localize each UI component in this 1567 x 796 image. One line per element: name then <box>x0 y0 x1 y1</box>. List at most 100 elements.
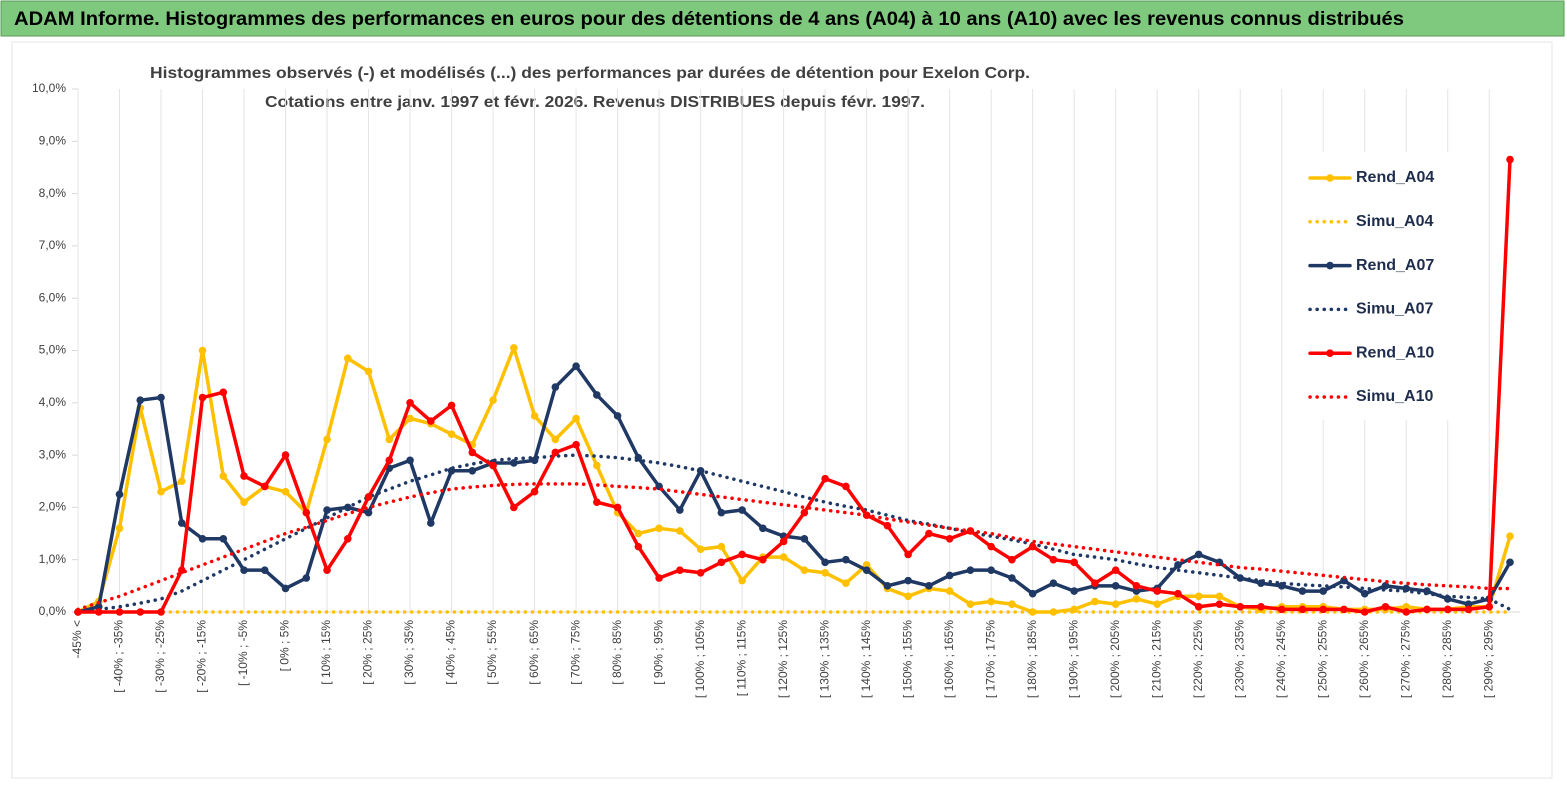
x-tick-label: [ 160% ; 165% <box>942 620 956 698</box>
series-marker <box>323 435 331 444</box>
series-marker <box>447 430 456 438</box>
series-marker <box>966 566 975 574</box>
x-tick-label: [ 30% ; 35% <box>402 620 416 685</box>
series-marker <box>406 414 414 423</box>
legend-label: Rend_A10 <box>1356 344 1434 361</box>
series-marker <box>1132 595 1141 603</box>
series-marker <box>800 534 809 543</box>
series-marker <box>1423 605 1431 614</box>
legend-label: Rend_A07 <box>1356 257 1434 274</box>
series-marker <box>198 393 207 402</box>
x-tick-label: [ 10% ; 15% <box>319 620 333 685</box>
series-marker <box>738 576 746 585</box>
series-marker <box>759 555 767 564</box>
x-tick-label: [ -30% ; -25% <box>153 620 167 693</box>
series-marker <box>738 506 746 514</box>
series-marker <box>240 566 248 574</box>
series-marker <box>177 519 186 527</box>
series-marker <box>717 558 726 567</box>
series-marker <box>1049 579 1058 588</box>
series-marker <box>1008 600 1016 608</box>
series-marker <box>510 459 518 467</box>
x-tick-label: [ 140% ; 145% <box>859 620 873 698</box>
series-marker <box>676 566 684 574</box>
series-marker <box>1070 558 1078 567</box>
series-marker <box>1091 579 1099 588</box>
series-marker <box>281 451 290 459</box>
series-marker <box>281 584 290 593</box>
x-tick-label: [ -20% ; -15% <box>195 620 209 693</box>
series-marker <box>219 388 228 397</box>
series-marker <box>157 608 165 616</box>
series-marker <box>136 396 145 404</box>
series-marker <box>1028 589 1037 598</box>
legend: Rend_A04 Simu_A04 Rend_A07 Simu_A07 Rend_A10… <box>1308 169 1434 405</box>
series-marker <box>1174 561 1182 569</box>
series-marker <box>1485 602 1494 611</box>
chart-title: Histogrammes observés (-) et modélisés (… <box>150 65 1030 82</box>
series-marker <box>1008 555 1016 564</box>
chart-frame <box>11 41 1553 779</box>
series-marker <box>1028 542 1037 551</box>
series-marker <box>94 608 103 616</box>
legend-label: Simu_A04 <box>1356 213 1433 230</box>
x-tick-label: [ 230% ; 235% <box>1232 620 1246 698</box>
series-marker <box>759 524 767 533</box>
series-marker <box>1464 605 1473 614</box>
series-marker <box>1360 608 1369 616</box>
series-marker <box>302 574 311 582</box>
x-tick-label: [ 290% ; 295% <box>1481 620 1495 698</box>
x-tick-label: [ 70% ; 75% <box>568 620 582 685</box>
series-marker <box>800 566 809 574</box>
series-marker <box>1132 587 1141 595</box>
x-tick-label: [ 20% ; 25% <box>361 620 375 685</box>
series-marker <box>530 487 539 496</box>
x-tick-label: [ -40% ; -35% <box>112 620 126 693</box>
y-tick-label: 7,0% <box>39 238 67 252</box>
series-marker <box>551 448 560 457</box>
series-marker <box>1464 600 1473 608</box>
series-marker <box>157 393 165 402</box>
series-marker <box>489 461 497 470</box>
series-marker <box>468 466 477 475</box>
y-tick-label: 9,0% <box>39 133 67 147</box>
series-marker <box>1028 608 1037 616</box>
series-marker <box>717 508 726 517</box>
series-marker <box>1319 605 1328 614</box>
y-tick-label: 0,0% <box>39 604 67 618</box>
series-marker <box>1153 587 1161 595</box>
series-marker <box>427 519 435 527</box>
series-marker <box>945 534 954 543</box>
series-marker <box>260 566 269 574</box>
series-marker <box>696 568 705 577</box>
series-marker <box>966 600 975 608</box>
series-marker <box>1194 592 1203 601</box>
series-marker <box>717 542 726 551</box>
plot <box>74 155 1514 616</box>
x-tick-label: [ 80% ; 85% <box>610 620 624 685</box>
series-marker <box>1298 605 1307 614</box>
series-marker <box>904 576 912 585</box>
series-marker <box>323 566 331 574</box>
x-tick-label: [ 90% ; 95% <box>651 620 665 685</box>
series-marker <box>883 521 892 530</box>
series-marker <box>593 391 601 399</box>
legend-label: Simu_A10 <box>1356 388 1433 405</box>
x-tick-label: [ 0% ; 5% <box>278 620 292 672</box>
series-marker <box>738 550 746 559</box>
series-marker <box>821 568 829 577</box>
series-marker <box>1194 550 1203 559</box>
series-marker <box>676 527 684 535</box>
series-marker <box>1111 566 1120 574</box>
series-marker <box>821 558 829 567</box>
series-marker <box>1194 602 1203 611</box>
series-marker <box>1381 582 1390 590</box>
series-marker <box>385 435 394 444</box>
y-tick-label: 4,0% <box>39 395 67 409</box>
x-tick-label: [ 240% ; 245% <box>1274 620 1288 698</box>
series-marker <box>572 414 580 423</box>
series-marker <box>364 493 373 501</box>
series-marker <box>510 503 518 512</box>
x-tick-label: [ 40% ; 45% <box>444 620 458 685</box>
